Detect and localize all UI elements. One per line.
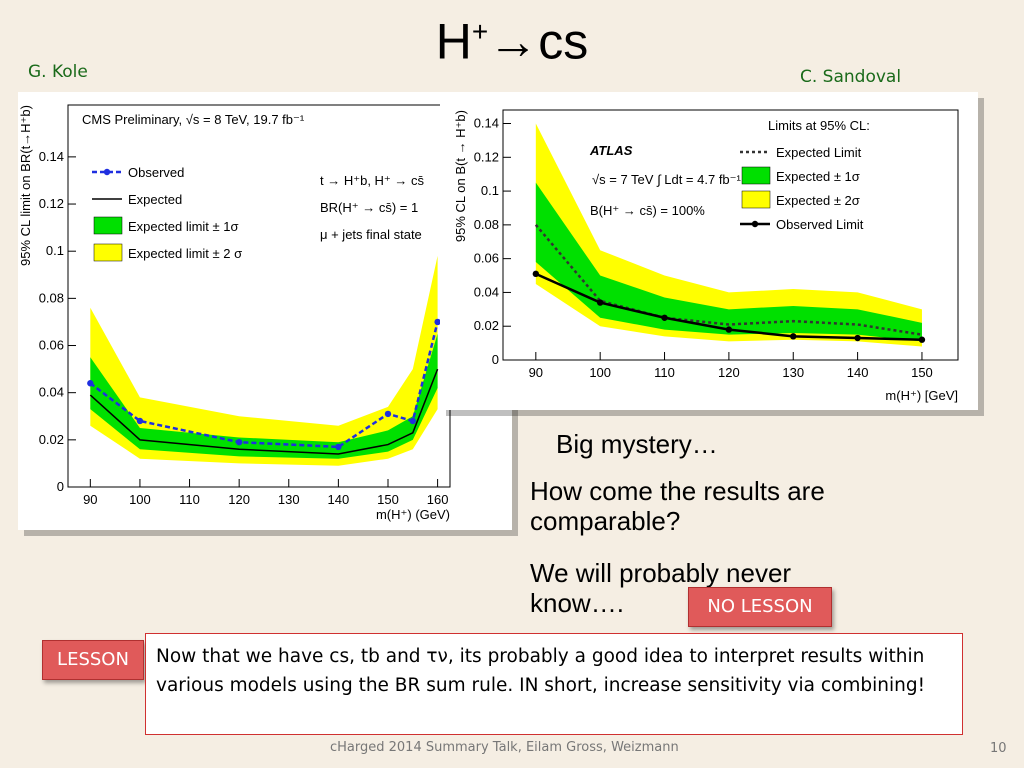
point <box>596 299 604 306</box>
point <box>87 380 94 387</box>
y-axis-label: 95% CL limit on BR(t→H⁺b) <box>18 105 33 266</box>
band <box>90 255 438 466</box>
chart-background <box>440 92 978 410</box>
lesson-tag: LESSON <box>42 640 144 680</box>
y-tick-label: 0.04 <box>474 284 499 299</box>
legend-title: Limits at 95% CL: <box>768 118 870 133</box>
point <box>136 417 144 425</box>
legend-swatch <box>751 220 759 228</box>
legend-label: Expected ± 1σ <box>776 169 860 184</box>
legend-label: Expected <box>128 192 182 207</box>
x-tick-label: 150 <box>911 365 933 380</box>
y-tick-label: 0.08 <box>474 217 499 232</box>
slide-title: H+→cs <box>0 0 1024 74</box>
x-tick-label: 90 <box>83 492 97 507</box>
annotation: B(H⁺ → cs̄) = 100% <box>590 203 705 218</box>
chart-title: CMS Preliminary, √s = 8 TeV, 19.7 fb⁻¹ <box>82 112 305 127</box>
x-tick-label: 120 <box>228 492 250 507</box>
y-tick-label: 0.06 <box>39 338 64 353</box>
y-tick-label: 0.1 <box>481 183 499 198</box>
footer: cHarged 2014 Summary Talk, Eilam Gross, … <box>330 740 679 755</box>
point <box>434 318 441 326</box>
x-tick-label: 130 <box>782 365 804 380</box>
y-tick-label: 0.14 <box>474 116 499 131</box>
legend-swatch <box>93 216 123 235</box>
y-tick-label: 0 <box>492 352 499 367</box>
y-tick-label: 0.12 <box>474 149 499 164</box>
x-tick-label: 120 <box>718 365 740 380</box>
legend-label: Expected ± 2σ <box>776 193 860 208</box>
author: G. Kole <box>28 62 88 82</box>
annotation: √s = 7 TeV ∫ Ldt = 4.7 fb⁻¹ <box>592 172 742 187</box>
legend-swatch <box>741 190 771 209</box>
no-lesson-tag: NO LESSON <box>688 587 832 627</box>
series-line <box>534 224 923 336</box>
point <box>918 336 926 343</box>
point <box>725 326 733 333</box>
legend-label: Expected Limit <box>776 145 862 160</box>
y-tick-label: 0.12 <box>39 196 64 211</box>
point <box>235 438 243 446</box>
legend-label: Expected limit ± 2 σ <box>128 246 242 261</box>
x-axis-label: m(H⁺) (GeV) <box>376 507 450 522</box>
chart-title: ATLAS <box>589 143 633 158</box>
legend-label: Observed <box>128 165 184 180</box>
author: C. Sandoval <box>800 67 902 87</box>
x-tick-label: 110 <box>179 492 200 507</box>
plot-frame <box>502 109 959 361</box>
y-tick-label: 0.02 <box>474 318 499 333</box>
point <box>854 334 861 342</box>
x-tick-label: 130 <box>278 492 300 507</box>
y-tick-label: 0.04 <box>39 385 64 400</box>
title-arrow: → <box>488 13 539 70</box>
legend-swatch <box>93 243 123 262</box>
title-base: H <box>435 13 472 70</box>
x-tick-label: 140 <box>328 492 350 507</box>
point <box>790 333 797 340</box>
annotation: μ + jets final state <box>320 227 422 242</box>
y-tick-label: 0.14 <box>39 149 64 164</box>
title-sup: + <box>471 16 489 47</box>
legend-label: Observed Limit <box>776 217 864 232</box>
chart: 90 100 110 120 130 140 150 160 0 0.02 0.04 0.06 0.08… <box>18 92 518 536</box>
x-axis-label: m(H⁺) [GeV] <box>885 388 958 403</box>
legend-swatch <box>103 168 111 176</box>
band <box>535 182 922 342</box>
point <box>335 443 342 451</box>
y-tick-label: 0 <box>57 479 64 494</box>
lesson-text: Now that we have cs, tb and τν, its prob… <box>145 633 963 735</box>
y-tick-label: 0.02 <box>39 432 64 447</box>
annotation: BR(H⁺ → cs̄) = 1 <box>320 200 418 215</box>
x-tick-label: 100 <box>589 365 611 380</box>
chart: 90 100 110 120 130 140 150 0 0.02 0.04 0.06 0.08 0.1… <box>440 92 984 416</box>
x-tick-label: 90 <box>529 365 543 380</box>
y-tick-label: 0.08 <box>39 290 64 305</box>
x-tick-label: 150 <box>377 492 399 507</box>
x-tick-label: 110 <box>654 365 675 380</box>
legend-label: Expected limit ± 1σ <box>128 219 239 234</box>
y-tick-label: 0.06 <box>474 251 499 266</box>
title-rest: cs <box>538 13 589 70</box>
x-tick-label: 100 <box>129 492 151 507</box>
point <box>409 417 416 425</box>
bullet: How come the results are comparable? <box>530 476 825 536</box>
point <box>384 410 392 418</box>
x-tick-label: 140 <box>847 365 869 380</box>
y-tick-label: 0.1 <box>46 243 64 258</box>
bullet: Big mystery… <box>556 429 718 459</box>
legend-swatch <box>741 166 771 185</box>
page-number: 10 <box>990 741 1007 756</box>
series-line <box>89 368 439 455</box>
annotation: t → H⁺b, H⁺ → cs̄ <box>320 173 425 188</box>
point <box>532 270 540 278</box>
y-axis-label: 95% CL on B(t → H⁺b) <box>453 110 468 242</box>
point <box>661 314 668 321</box>
bullet: We will probably never know…. <box>530 558 792 618</box>
x-tick-label: 160 <box>427 492 449 507</box>
